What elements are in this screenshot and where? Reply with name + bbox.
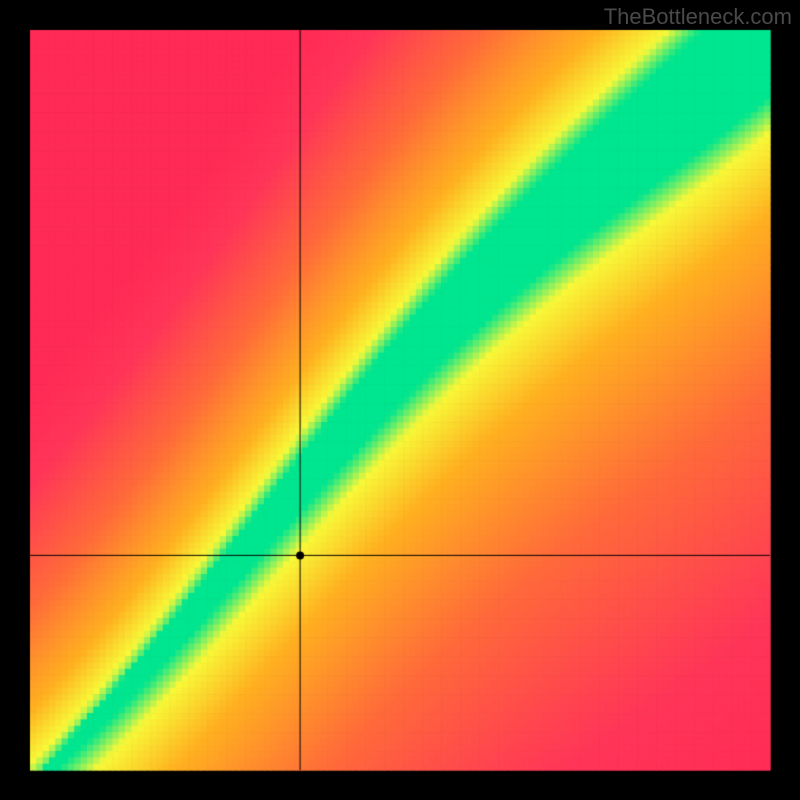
chart-container: TheBottleneck.com: [0, 0, 800, 800]
crosshair-overlay: [0, 0, 800, 800]
attribution-text: TheBottleneck.com: [604, 4, 792, 30]
